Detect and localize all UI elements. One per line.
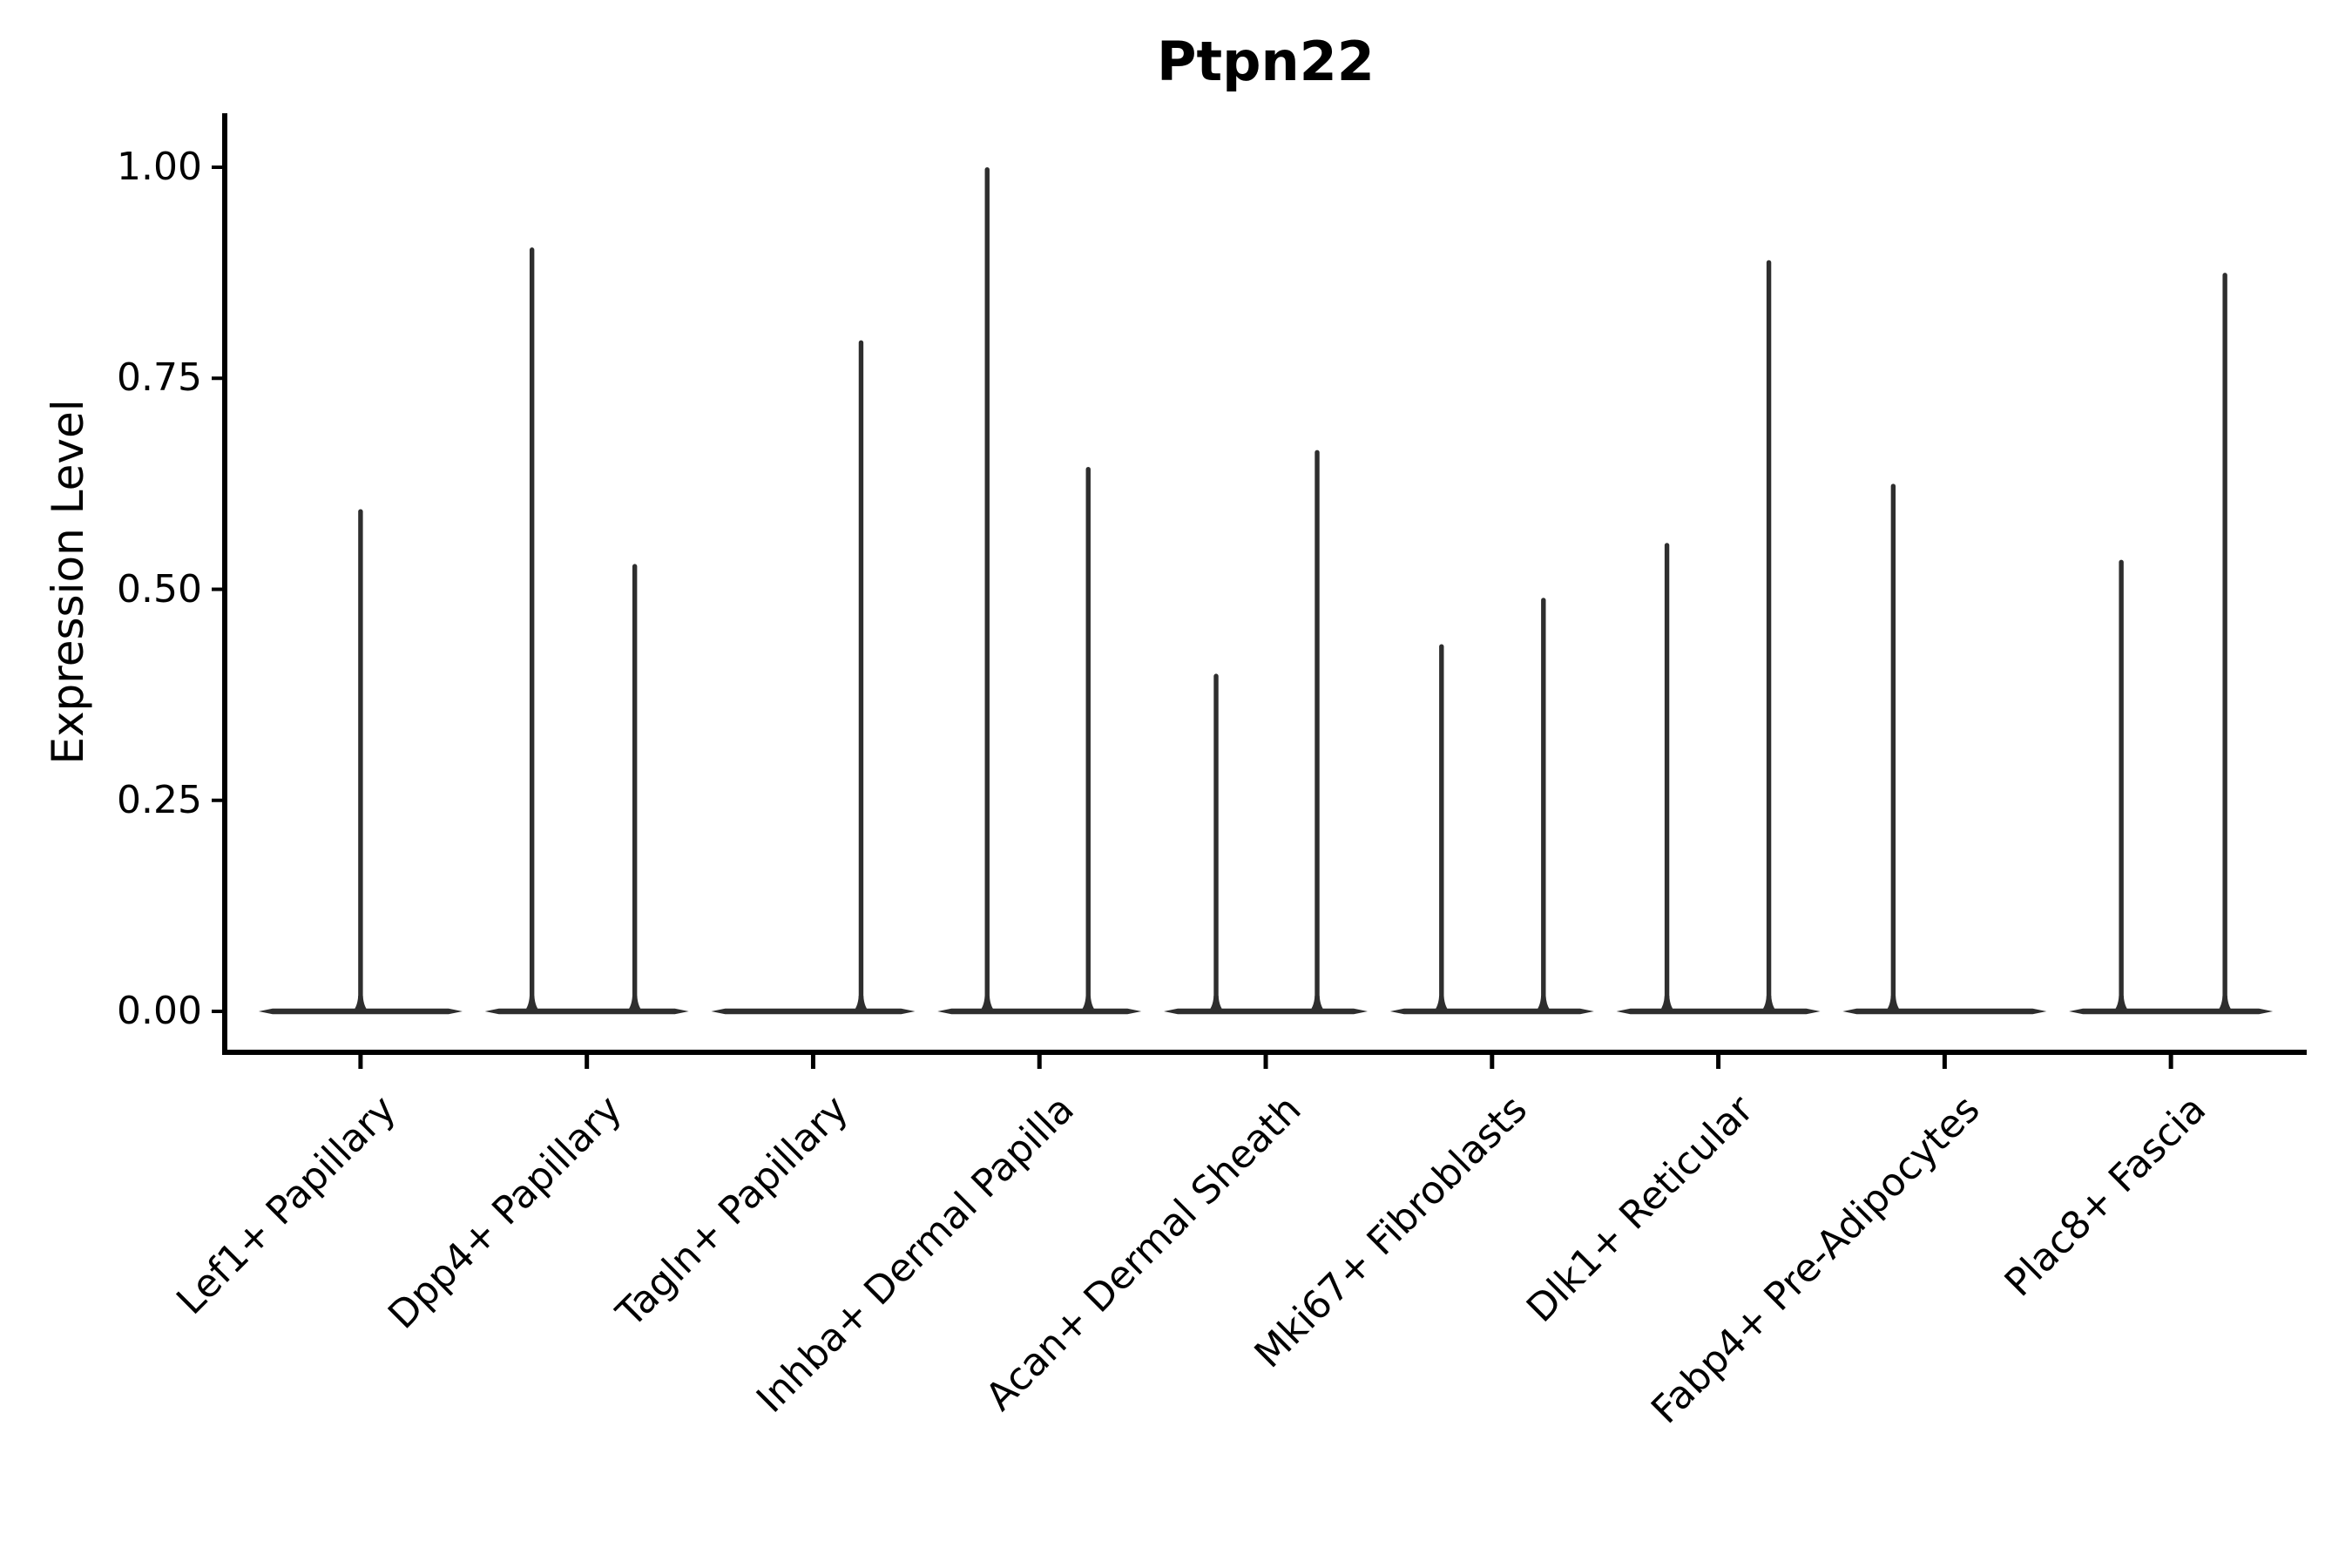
y-tick-label: 0.50 bbox=[117, 566, 202, 612]
violin-baseline bbox=[484, 1008, 689, 1015]
violin-spike bbox=[2119, 559, 2124, 1014]
violin-baseline bbox=[1616, 1008, 1821, 1015]
violin-spike bbox=[2222, 273, 2227, 1014]
violin-baseline bbox=[937, 1008, 1142, 1015]
violin-baseline bbox=[2069, 1008, 2274, 1015]
y-tick-label: 0.00 bbox=[117, 989, 202, 1033]
violin-baseline bbox=[1164, 1008, 1369, 1015]
y-tick-label: 0.25 bbox=[117, 777, 202, 822]
violin-spike bbox=[632, 564, 638, 1014]
violin-spike bbox=[529, 247, 535, 1014]
violin-spike bbox=[1315, 449, 1320, 1014]
violin-baseline bbox=[1842, 1008, 2047, 1015]
violin-spike bbox=[1664, 543, 1670, 1014]
y-axis-label: Expression Level bbox=[43, 399, 93, 765]
violin-spike bbox=[1766, 260, 1772, 1014]
chart-title: Ptpn22 bbox=[1157, 30, 1375, 93]
violin-spike bbox=[1890, 483, 1896, 1014]
violin-spike bbox=[1085, 466, 1091, 1014]
violin-spike bbox=[984, 167, 990, 1014]
y-tick-label: 1.00 bbox=[117, 145, 202, 189]
violin-spike bbox=[858, 340, 864, 1014]
violin-spike bbox=[358, 509, 363, 1014]
y-tick-label: 0.75 bbox=[117, 355, 202, 401]
violin-spike bbox=[1541, 598, 1546, 1014]
violin-baseline bbox=[711, 1008, 916, 1015]
violin-spike bbox=[1213, 673, 1219, 1014]
violin-baseline bbox=[1389, 1008, 1594, 1015]
violin-spike bbox=[1439, 644, 1444, 1014]
